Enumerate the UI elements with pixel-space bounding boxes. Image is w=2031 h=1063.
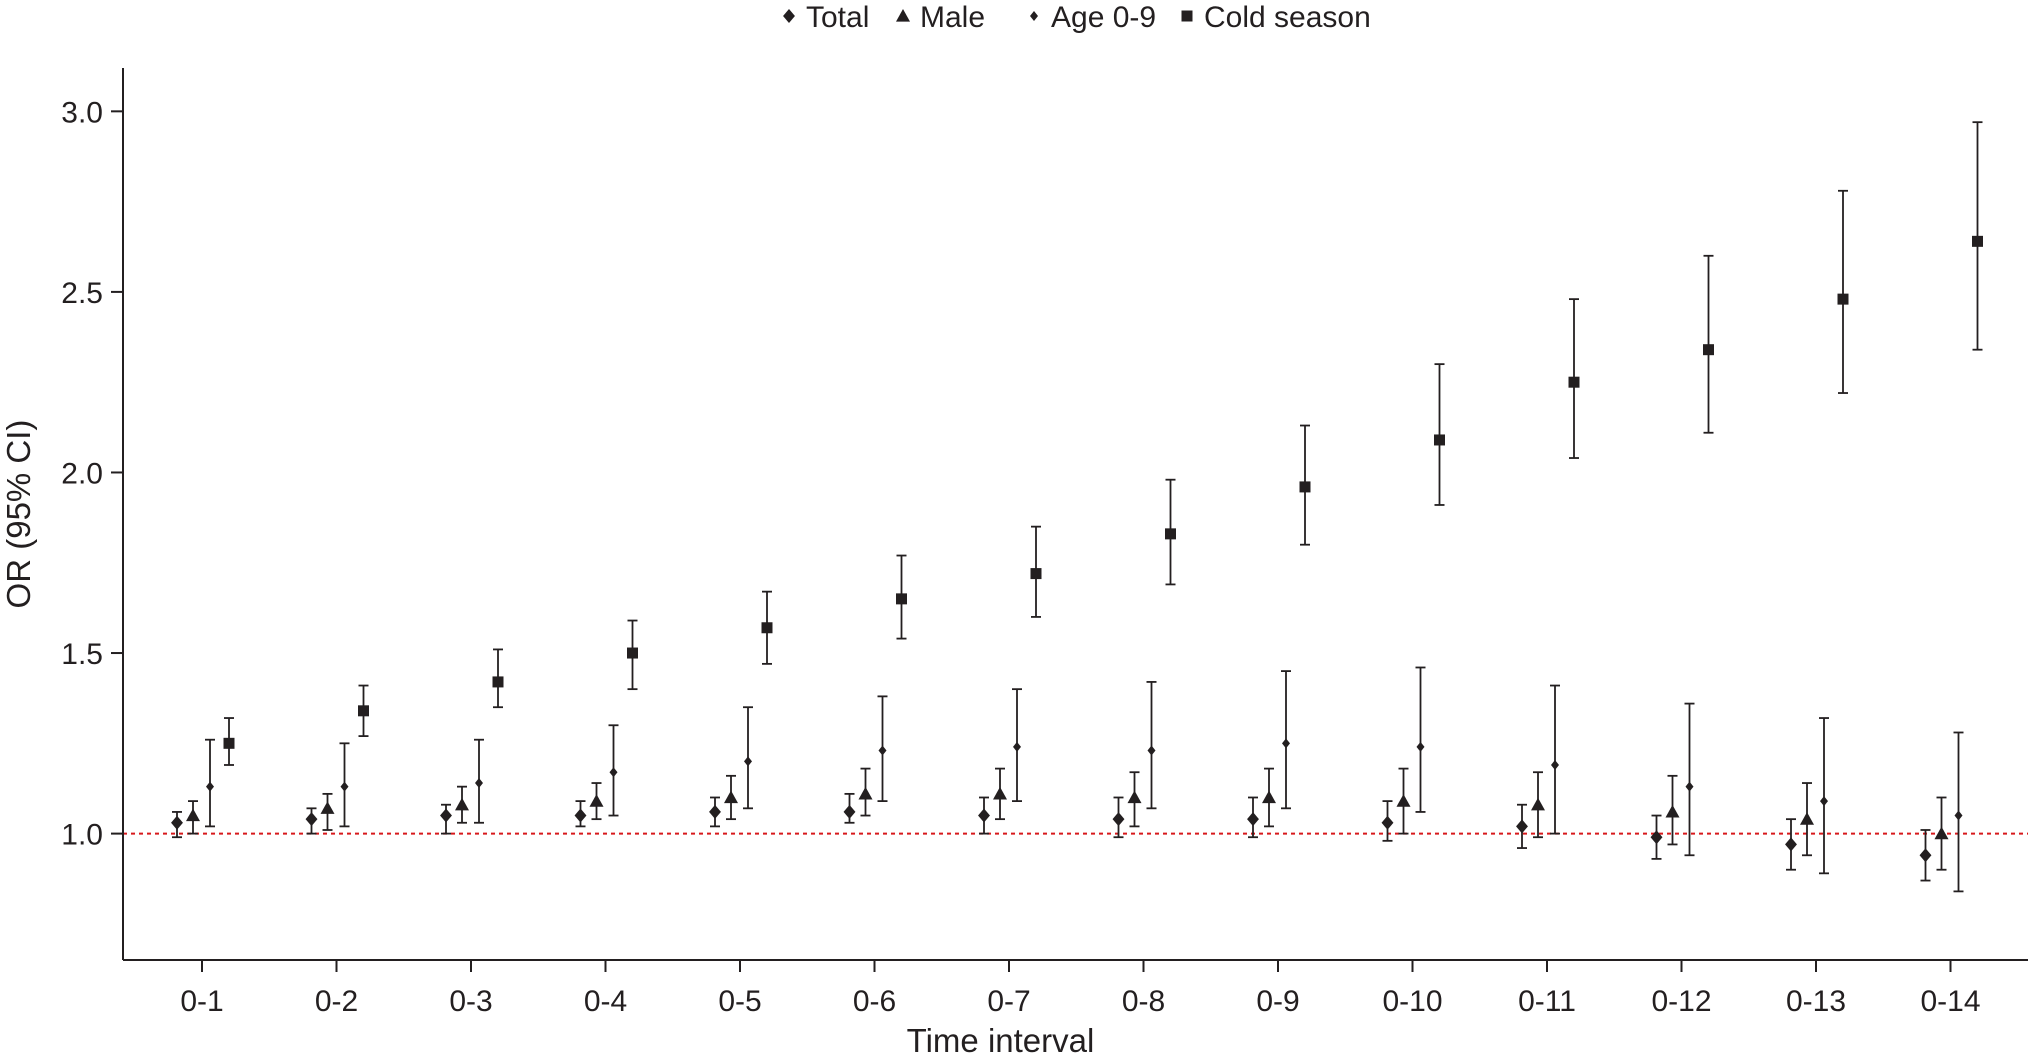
data-point — [1434, 434, 1445, 446]
y-axis-title: OR (95% CI) — [0, 420, 37, 609]
legend-marker-square — [1181, 10, 1193, 22]
data-point — [1954, 810, 1963, 821]
series-male — [186, 767, 1949, 871]
legend-item: Male — [896, 1, 985, 34]
x-tick-label: 0-5 — [718, 985, 761, 1018]
data-point — [206, 781, 214, 792]
data-point — [358, 705, 369, 717]
x-tick-label: 0-4 — [584, 985, 627, 1018]
data-point — [1127, 790, 1142, 804]
data-point — [1800, 812, 1814, 825]
data-point — [1299, 481, 1311, 493]
data-point — [993, 786, 1007, 800]
legend-label: Total — [806, 1, 869, 34]
x-tick-label: 0-14 — [1920, 985, 1980, 1018]
x-tick-label: 0-6 — [853, 985, 896, 1018]
data-point — [1568, 376, 1580, 388]
axes: 1.0 1.5 2.0 2.5 3.0 0-1 0-2 0-3 0-4 0-5 0-6 0-7 0-8 0… — [61, 68, 2028, 1018]
data-marks — [171, 121, 1983, 893]
data-point — [1416, 741, 1425, 752]
data-point — [1030, 568, 1042, 580]
x-axis-title: Time interval — [907, 1022, 1095, 1059]
data-point — [340, 781, 349, 792]
data-point — [1262, 790, 1276, 804]
data-point — [1282, 738, 1290, 749]
legend-label: Male — [920, 1, 985, 34]
x-tick-label: 0-3 — [449, 985, 492, 1018]
data-point — [1165, 528, 1176, 540]
legend-label: Age 0-9 — [1051, 1, 1156, 34]
data-point — [1685, 781, 1694, 792]
data-point — [724, 790, 738, 804]
y-tick-label: 2.0 — [61, 457, 103, 490]
data-point — [186, 808, 200, 822]
x-tick-label: 0-9 — [1256, 985, 1299, 1018]
data-point — [1919, 848, 1932, 863]
legend-label: Cold season — [1204, 1, 1371, 34]
x-tick-label: 0-11 — [1518, 985, 1576, 1018]
data-point — [171, 815, 183, 830]
x-tick-label: 0-12 — [1651, 985, 1711, 1018]
data-point — [609, 767, 618, 778]
series-total — [171, 792, 1932, 882]
data-point — [475, 778, 483, 789]
data-point — [744, 756, 752, 767]
y-tick-label: 1.5 — [61, 638, 103, 671]
data-point — [761, 622, 773, 634]
data-point — [1147, 745, 1156, 756]
data-point — [627, 647, 638, 659]
data-point — [1381, 815, 1394, 830]
data-point — [305, 812, 318, 827]
legend-item: Cold season — [1181, 1, 1371, 34]
legend-item: Total — [783, 1, 869, 34]
data-point — [1972, 235, 1983, 247]
data-point — [1531, 797, 1545, 811]
legend-marker-diamond — [783, 9, 795, 23]
data-point — [1516, 819, 1528, 834]
data-point — [1551, 759, 1559, 770]
x-tick-label: 0-7 — [987, 985, 1030, 1018]
data-point — [709, 804, 721, 819]
legend-marker-triangle — [896, 9, 910, 22]
data-point — [492, 676, 504, 688]
x-tick-label: 0-8 — [1122, 985, 1165, 1018]
data-point — [320, 801, 335, 814]
data-point — [1396, 794, 1411, 807]
data-point — [589, 794, 604, 807]
x-tick-label: 0-10 — [1382, 985, 1442, 1018]
data-point — [1112, 812, 1125, 827]
data-point — [1785, 837, 1797, 852]
data-point — [1934, 826, 1949, 840]
data-point — [1820, 796, 1828, 807]
data-point — [978, 808, 990, 823]
data-point — [1247, 812, 1259, 827]
data-point — [1650, 830, 1663, 845]
data-point — [1837, 293, 1849, 305]
data-point — [1665, 804, 1680, 818]
y-tick-label: 3.0 — [61, 96, 103, 129]
data-point — [896, 593, 907, 605]
y-tick-label: 2.5 — [61, 277, 103, 310]
data-point — [858, 786, 873, 800]
data-point — [1013, 741, 1021, 752]
legend: Total Male Age 0-9 Cold season — [783, 1, 1371, 34]
data-point — [223, 737, 235, 749]
x-tick-label: 0-1 — [180, 985, 223, 1018]
x-tick-label: 0-13 — [1786, 985, 1846, 1018]
x-tick-label: 0-2 — [315, 985, 358, 1018]
series-cold-season — [223, 121, 1983, 766]
legend-item: Age 0-9 — [1030, 1, 1156, 34]
data-point — [574, 808, 587, 823]
legend-marker-small-diamond — [1030, 11, 1038, 21]
data-point — [455, 797, 469, 811]
data-point — [440, 808, 452, 823]
y-tick-label: 1.0 — [61, 819, 103, 852]
data-point — [843, 804, 856, 819]
data-point — [878, 745, 887, 756]
data-point — [1703, 344, 1714, 356]
series-age-0-9 — [205, 666, 1964, 893]
